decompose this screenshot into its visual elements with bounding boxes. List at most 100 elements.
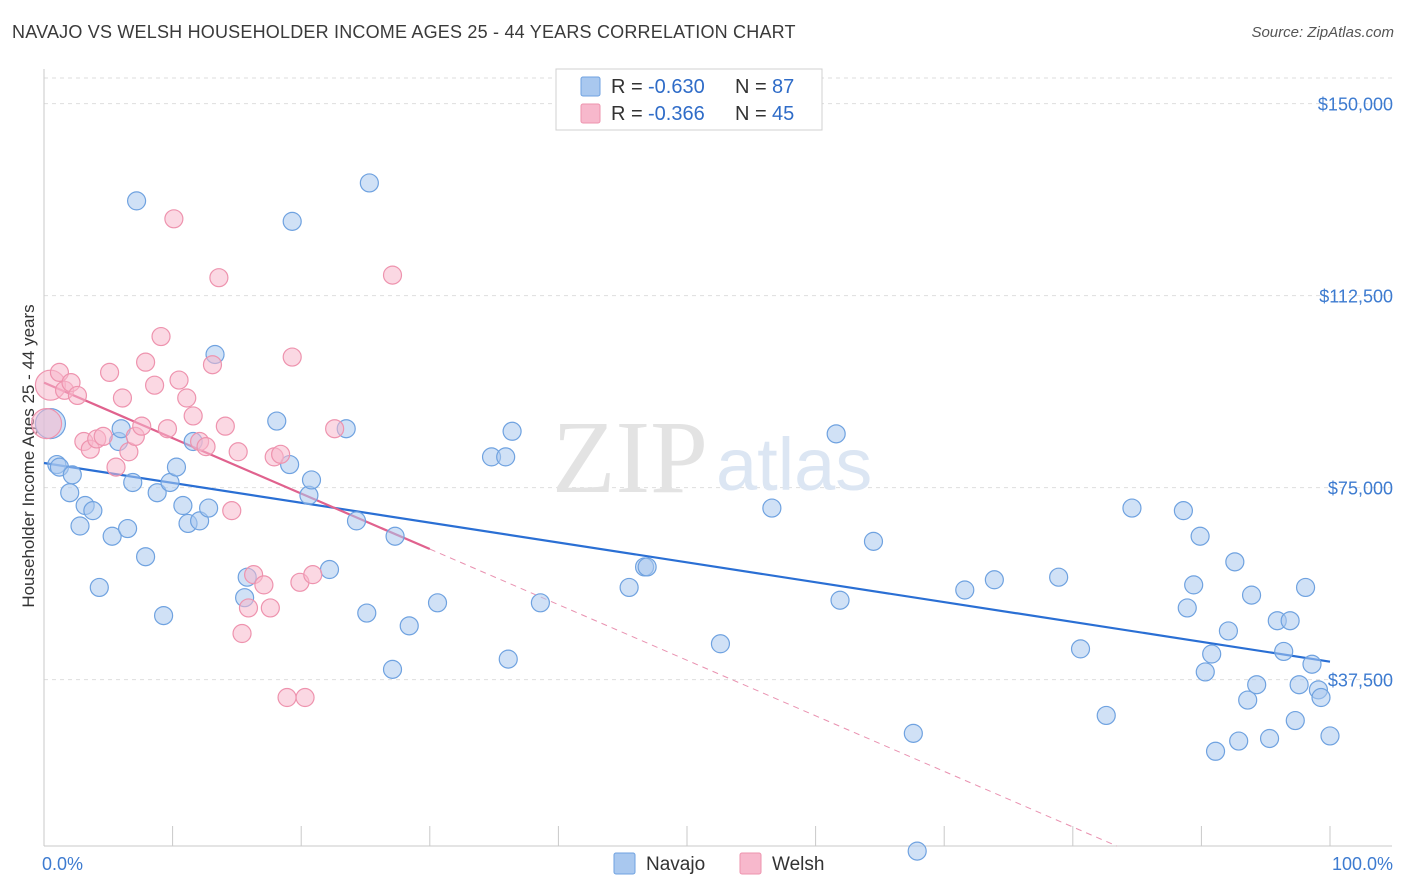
navajo-point (530, 593, 550, 613)
legend-n-label-welsh: N = (735, 103, 767, 125)
navajo-point (1070, 639, 1091, 659)
navajo-point (1295, 577, 1316, 598)
welsh-trend-line (43, 381, 431, 551)
series-legend: Navajo Welsh (613, 852, 824, 875)
legend-r-value-welsh: -0.366 (648, 103, 705, 125)
navajo-point (301, 470, 322, 490)
navajo-point (282, 211, 302, 231)
navajo-point (496, 447, 516, 467)
navajo-point (1241, 585, 1262, 605)
welsh-point (303, 565, 323, 585)
navajo-point (1274, 641, 1294, 662)
navajo-point (1173, 501, 1193, 521)
legend-n-value-navajo: 87 (772, 76, 794, 98)
welsh-point (277, 687, 297, 708)
navajo-point (399, 616, 419, 636)
navajo-point (1285, 710, 1305, 731)
navajo-point (89, 577, 109, 598)
y-tick-label: $150,000 (1318, 95, 1393, 115)
axes (43, 69, 1392, 847)
legend-r-label-navajo: R = (611, 76, 643, 98)
navajo-point (1049, 567, 1069, 587)
navajo-point (153, 605, 174, 626)
navajo-point (147, 483, 167, 503)
y-axis-label: Householder Income Ages 25 - 44 years (19, 304, 38, 607)
navajo-point (1302, 654, 1322, 674)
welsh-point (202, 355, 223, 375)
watermark: ZIP atlas (552, 400, 872, 515)
welsh-trend-extension (429, 548, 1117, 847)
navajo-point (346, 511, 367, 531)
y-tick-label: $75,000 (1328, 479, 1393, 499)
navajo-point (762, 498, 782, 518)
navajo-point (1225, 552, 1245, 572)
navajo-point (385, 526, 405, 546)
navajo-point (1229, 731, 1249, 751)
welsh-point (325, 419, 345, 439)
navajo-point (126, 191, 147, 211)
navajo-point (199, 498, 219, 518)
navajo-points (34, 173, 1340, 861)
welsh-point (164, 209, 184, 229)
welsh-point (177, 388, 197, 408)
welsh-point (215, 416, 235, 436)
navajo-point (1202, 644, 1222, 664)
source-credit: Source: ZipAtlas.com (1251, 24, 1394, 41)
navajo-point (135, 547, 156, 567)
welsh-point (228, 442, 248, 462)
navajo-point (1218, 621, 1239, 641)
navajo-point (70, 516, 90, 536)
navajo-point (83, 501, 103, 521)
navajo-point (826, 424, 846, 444)
welsh-point (196, 437, 216, 457)
x-ticks (172, 826, 1331, 846)
welsh-point (30, 408, 63, 440)
x-tick-label-max: 100.0% (1332, 854, 1393, 874)
navajo-point (319, 559, 340, 580)
navajo-point (830, 590, 850, 610)
navajo-point (1259, 728, 1280, 749)
welsh-point (67, 385, 88, 406)
navajo-point (955, 580, 975, 600)
legend-r-label-welsh: R = (611, 103, 643, 125)
navajo-point (102, 526, 122, 546)
welsh-point (238, 598, 259, 618)
navajo-point (166, 457, 187, 477)
bottom-legend-swatch-welsh (739, 852, 762, 875)
x-tick-label-min: 0.0% (42, 854, 83, 874)
navajo-point (984, 570, 1004, 590)
navajo-trend-line (43, 461, 1331, 663)
navajo-point (117, 518, 138, 539)
navajo-point (1289, 675, 1309, 695)
navajo-point (1122, 498, 1142, 518)
navajo-point (1280, 611, 1300, 631)
legend-swatch-welsh (580, 103, 601, 124)
navajo-point (60, 483, 80, 503)
navajo-point (619, 577, 639, 598)
y-tick-labels: $37,500 $75,000 $112,500 $150,000 (1318, 95, 1393, 691)
navajo-point (637, 557, 657, 577)
navajo-point (907, 841, 927, 861)
legend-n-label-navajo: N = (735, 76, 767, 98)
navajo-point (267, 411, 287, 431)
watermark-zip: ZIP (552, 400, 708, 515)
welsh-point (135, 352, 156, 372)
navajo-point (427, 593, 448, 613)
navajo-point (1177, 598, 1197, 618)
welsh-point (132, 416, 152, 436)
navajo-point (1184, 575, 1204, 595)
welsh-point (169, 370, 189, 390)
welsh-point (222, 501, 242, 521)
welsh-points (30, 209, 403, 708)
welsh-point (106, 457, 126, 477)
welsh-point (183, 406, 203, 426)
welsh-point (144, 375, 165, 395)
navajo-point (357, 603, 377, 623)
navajo-point (1247, 675, 1267, 695)
bottom-legend-label-welsh: Welsh (772, 854, 824, 875)
welsh-point (260, 598, 280, 618)
welsh-point (157, 419, 178, 439)
navajo-point (1238, 690, 1258, 710)
welsh-point (382, 265, 403, 285)
